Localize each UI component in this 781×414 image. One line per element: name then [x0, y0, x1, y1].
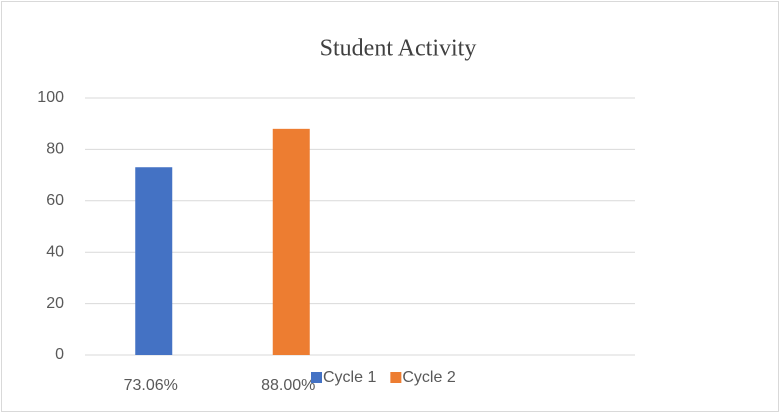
x-tick-label: 73.06% — [124, 377, 178, 394]
y-tick-label: 20 — [46, 295, 64, 312]
legend-swatch — [311, 372, 322, 383]
legend-label: Cycle 2 — [402, 369, 455, 386]
y-tick-label: 80 — [46, 141, 64, 158]
legend-label: Cycle 1 — [323, 369, 376, 386]
chart-title: Student Activity — [320, 36, 477, 62]
bar — [135, 167, 173, 355]
legend-swatch — [390, 372, 402, 383]
y-tick-label: 60 — [46, 192, 64, 209]
x-tick-label: 88.00% — [261, 377, 315, 394]
y-tick-label: 0 — [55, 346, 64, 363]
y-tick-label: 100 — [37, 89, 64, 106]
y-tick-label: 40 — [46, 243, 64, 260]
bar — [272, 128, 310, 355]
